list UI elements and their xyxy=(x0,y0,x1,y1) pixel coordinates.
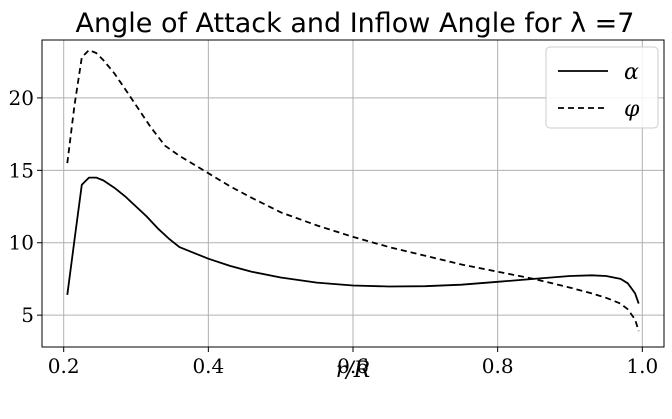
legend-box xyxy=(545,46,659,129)
x-tick-label: 1.0 xyxy=(626,354,658,378)
x-tick-label: 0.4 xyxy=(192,354,224,378)
y-axis: 5 10 15 20 xyxy=(9,86,42,327)
x-tick-label: 0.8 xyxy=(482,354,514,378)
chart-title: Angle of Attack and Inflow Angle for λ =… xyxy=(76,8,635,39)
x-axis: 0.2 0.4 0.6 0.8 1.0 xyxy=(48,347,658,378)
legend: αφ xyxy=(545,46,659,129)
series-layer xyxy=(66,49,640,332)
x-tick-label: 0.6 xyxy=(337,354,369,378)
legend-label: φ xyxy=(624,97,640,122)
y-tick-label: 5 xyxy=(21,303,34,327)
series-line-alpha xyxy=(66,176,640,304)
series-line-phi xyxy=(66,49,640,332)
y-tick-label: 10 xyxy=(9,231,34,255)
y-tick-label: 20 xyxy=(9,86,34,110)
x-axis-label: r/R xyxy=(336,358,371,383)
y-tick-label: 15 xyxy=(9,158,34,182)
x-tick-label: 0.2 xyxy=(48,354,80,378)
legend-label: α xyxy=(624,60,639,85)
